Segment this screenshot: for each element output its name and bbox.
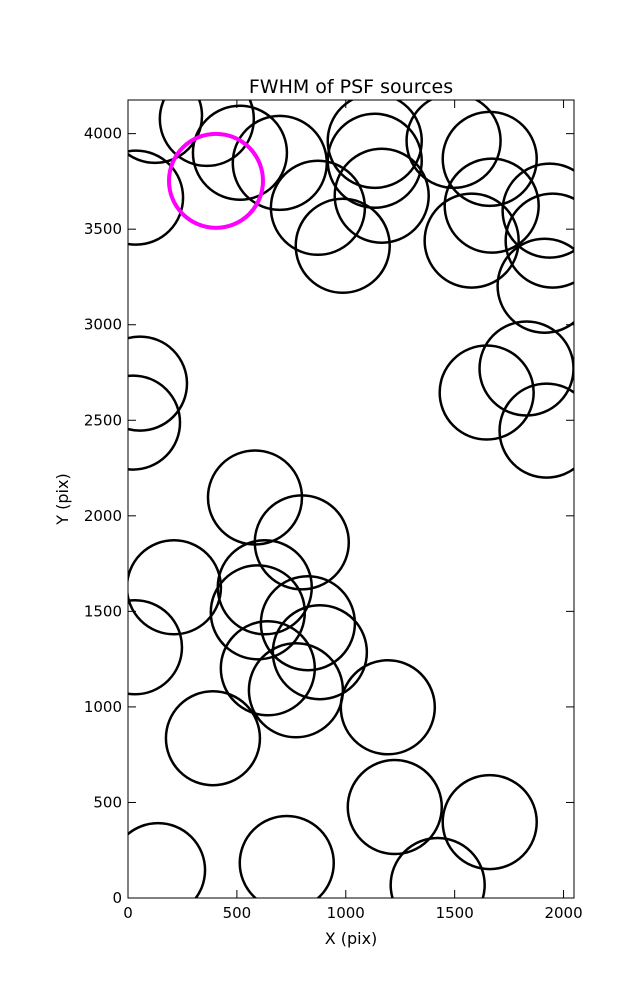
- y-tick-label: 0: [112, 889, 122, 907]
- source-marker: [128, 335, 189, 432]
- y-tick-label: 1000: [84, 698, 122, 716]
- source-marker: [389, 836, 486, 898]
- source-marker: [498, 382, 574, 479]
- source-marker: [496, 237, 574, 334]
- x-tick-label: 2000: [544, 904, 582, 922]
- y-tick-label: 3000: [84, 316, 122, 334]
- y-tick-label: 2500: [84, 411, 122, 429]
- source-marker: [128, 599, 184, 696]
- x-tick-label: 500: [223, 904, 252, 922]
- y-tick-label: 500: [93, 793, 122, 811]
- source-marker: [238, 814, 335, 898]
- y-tick-label: 2000: [84, 507, 122, 525]
- x-tick-label: 0: [123, 904, 133, 922]
- source-marker: [191, 104, 289, 201]
- x-tick-label: 1500: [436, 904, 474, 922]
- y-tick-label: 1500: [84, 602, 122, 620]
- source-marker: [128, 149, 185, 246]
- source-marker: [158, 100, 256, 168]
- y-tick-label: 3500: [84, 220, 122, 238]
- x-tick-label: 1000: [327, 904, 365, 922]
- source-marker: [438, 344, 535, 441]
- source-marker: [423, 192, 520, 289]
- chart-title: FWHM of PSF sources: [249, 76, 453, 98]
- y-axis-label: Y (pix): [53, 473, 72, 525]
- y-tick-label: 4000: [84, 125, 122, 143]
- source-marker: [219, 620, 317, 717]
- source-marker: [441, 773, 538, 871]
- source-marker: [128, 821, 207, 898]
- source-marker: [294, 197, 391, 295]
- source-marker: [504, 192, 574, 289]
- source-marker: [166, 131, 265, 230]
- source-marker: [128, 539, 223, 636]
- source-marker: [209, 564, 307, 661]
- source-marker: [339, 659, 437, 756]
- source-marker: [443, 157, 540, 254]
- source-marker: [271, 604, 369, 701]
- source-marker: [326, 112, 423, 210]
- source-marker: [441, 110, 538, 208]
- source-marker: [346, 758, 444, 856]
- source-marker: [164, 689, 262, 787]
- source-marker: [326, 100, 423, 190]
- source-marker: [501, 162, 574, 259]
- axes-frame: [127, 99, 575, 899]
- source-marker: [128, 100, 204, 165]
- plot-area: [128, 100, 574, 898]
- source-marker: [333, 147, 430, 244]
- source-marker: [259, 574, 357, 672]
- x-axis-label: X (pix): [325, 929, 378, 948]
- source-marker: [128, 374, 182, 471]
